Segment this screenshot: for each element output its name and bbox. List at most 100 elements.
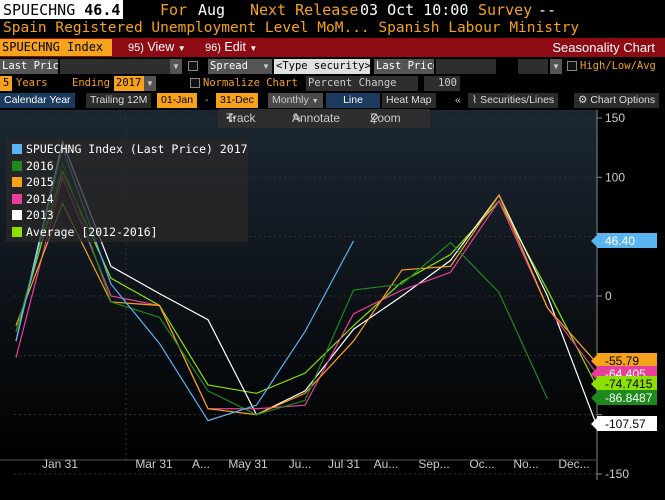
- y-tick-label: 100: [605, 170, 625, 184]
- field2-extra2[interactable]: [518, 59, 548, 74]
- spread-checkbox[interactable]: [188, 61, 198, 71]
- chart-legend: SPUECHNG Index (Last Price) 2017 2016 2015…: [6, 138, 248, 242]
- field-selector-row: Last Price ▼ Spread ▼ <Type security> La…: [0, 58, 665, 75]
- chevron-down-icon: ▼: [177, 44, 186, 53]
- legend-swatch: [12, 160, 22, 171]
- value-label-pointer: [591, 235, 597, 247]
- value-label-box: [597, 376, 657, 391]
- value-label-text: -74.7415: [605, 377, 653, 391]
- security-placeholder: <Type security>: [276, 60, 370, 72]
- legend-label: SPUECHNG Index (Last Price) 2017: [26, 142, 248, 156]
- y-axis: 150 100 0 -150: [596, 110, 629, 481]
- legend-label: 2015: [26, 175, 54, 189]
- for-month: Aug: [198, 1, 226, 19]
- x-tick-label: May 31: [228, 457, 268, 471]
- field1-extra[interactable]: [60, 59, 170, 74]
- legend-label: 2013: [26, 208, 54, 222]
- tab-line[interactable]: Line: [326, 93, 380, 108]
- chevron-down-icon[interactable]: ▼: [550, 59, 562, 74]
- ticker-input[interactable]: SPUECHNG Index: [0, 39, 112, 56]
- securities-lines-label: Securities/Lines: [480, 94, 555, 106]
- chevron-down-icon[interactable]: ▼: [170, 59, 182, 74]
- value-label-text: -55.79: [605, 354, 639, 368]
- legend-item[interactable]: 2013: [6, 207, 248, 224]
- value-label-2013: -107.57: [591, 416, 657, 431]
- annotate-label: Annotate: [292, 111, 341, 125]
- value-label-box: [597, 416, 657, 431]
- legend-item[interactable]: 2015: [6, 174, 248, 191]
- series-line-2014: [15, 175, 597, 410]
- x-tick-label: Mar 31: [135, 457, 173, 471]
- x-tick-label: Ju...: [289, 457, 312, 471]
- chevron-down-icon: ▼: [249, 44, 258, 53]
- field2-select[interactable]: Last Price: [374, 59, 434, 74]
- legend-label: 2014: [26, 191, 54, 206]
- years-label: Years: [16, 77, 48, 89]
- main-toolbar: SPUECHNG Index 95) View ▼ 96) Edit ▼ Sea…: [0, 38, 665, 57]
- view-shortcut: 95): [128, 42, 144, 54]
- security-description: Spain Registered Unemployment Level MoM.…: [0, 19, 665, 38]
- view-label: View: [147, 40, 175, 54]
- edit-menu-button[interactable]: 96) Edit ▼: [205, 38, 257, 57]
- value-label-2016: -86.8487: [591, 390, 657, 405]
- chevron-down-icon[interactable]: ▼: [144, 76, 156, 91]
- next-release-label: Next Release: [250, 1, 359, 19]
- field2-extra[interactable]: [436, 59, 496, 74]
- field1-select[interactable]: Last Price: [0, 59, 58, 74]
- for-label: For: [160, 1, 188, 19]
- spread-select[interactable]: Spread: [208, 59, 266, 74]
- series-line-2016: [15, 161, 549, 416]
- value-label-text: -107.57: [605, 417, 646, 431]
- high-low-avg-checkbox[interactable]: [567, 61, 577, 71]
- value-label-average: -74.7415: [591, 376, 657, 391]
- percent-change-select[interactable]: Percent Change: [306, 76, 418, 91]
- legend-item[interactable]: 2016: [6, 158, 248, 175]
- header-bar: SPUECHNG 46.4 For Aug Next Release 03 Oc…: [0, 0, 665, 20]
- collapse-icon[interactable]: «: [455, 94, 461, 106]
- ending-year-input[interactable]: 2017: [114, 76, 144, 91]
- period-label: Monthly: [272, 94, 309, 106]
- chart-options-button[interactable]: ⚙ Chart Options: [574, 93, 660, 108]
- x-tick-label: Jan 31: [42, 457, 78, 471]
- value-label-text: 46.40: [605, 234, 635, 248]
- tab-heat-map[interactable]: Heat Map: [382, 93, 436, 108]
- ending-label: Ending: [72, 77, 110, 89]
- legend-swatch: [12, 210, 22, 220]
- to-date-input[interactable]: 31-Dec: [216, 93, 258, 108]
- security-input[interactable]: <Type security>: [274, 59, 370, 74]
- zoom-label: Zoom: [370, 111, 401, 125]
- legend-swatch: [12, 226, 22, 237]
- normalize-checkbox[interactable]: [190, 78, 200, 88]
- pencil-icon: ✎: [292, 111, 303, 125]
- from-date-input[interactable]: 01-Jan: [157, 93, 198, 108]
- x-tick-label: No...: [513, 457, 538, 471]
- legend-item[interactable]: SPUECHNG Index (Last Price) 2017: [6, 141, 248, 158]
- legend-label: Average [2012-2016]: [26, 224, 158, 239]
- x-tick-label: A...: [192, 457, 210, 471]
- x-tick-label: Au...: [374, 457, 399, 471]
- years-count-input[interactable]: 5: [0, 76, 12, 91]
- x-tick-label: Dec...: [558, 457, 589, 471]
- legend-item[interactable]: Average [2012-2016]: [6, 224, 248, 241]
- high-low-avg-label: High/Low/Avg: [580, 60, 656, 72]
- chart-line-icon: ⌇: [472, 94, 478, 106]
- period-select[interactable]: Monthly ▼: [268, 93, 323, 108]
- view-menu-button[interactable]: 95) View ▼: [128, 38, 186, 57]
- value-label-pointer: [591, 368, 597, 380]
- value-label-pointer: [591, 355, 597, 367]
- ticker-symbol: SPUECHNG: [3, 1, 76, 19]
- y-tick-label: -150: [605, 467, 629, 481]
- legend-item[interactable]: 2014: [6, 191, 248, 208]
- tab-calendar-year[interactable]: Calendar Year: [0, 93, 75, 108]
- value-label-pointer: [591, 418, 597, 430]
- tab-trailing[interactable]: Trailing 12M: [86, 93, 152, 108]
- value-label-pointer: [591, 378, 597, 390]
- securities-lines-button[interactable]: ⌇ Securities/Lines: [468, 93, 559, 108]
- normalize-label: Normalize Chart: [203, 77, 298, 89]
- value-label-2017: 46.40: [591, 233, 657, 248]
- percent-value-input[interactable]: 100: [424, 76, 460, 91]
- legend-swatch: [12, 177, 22, 187]
- x-axis: Jan 31 Mar 31 A... May 31 Ju... Jul 31 Au... Se…: [0, 457, 597, 471]
- chevron-down-icon[interactable]: ▼: [260, 59, 272, 74]
